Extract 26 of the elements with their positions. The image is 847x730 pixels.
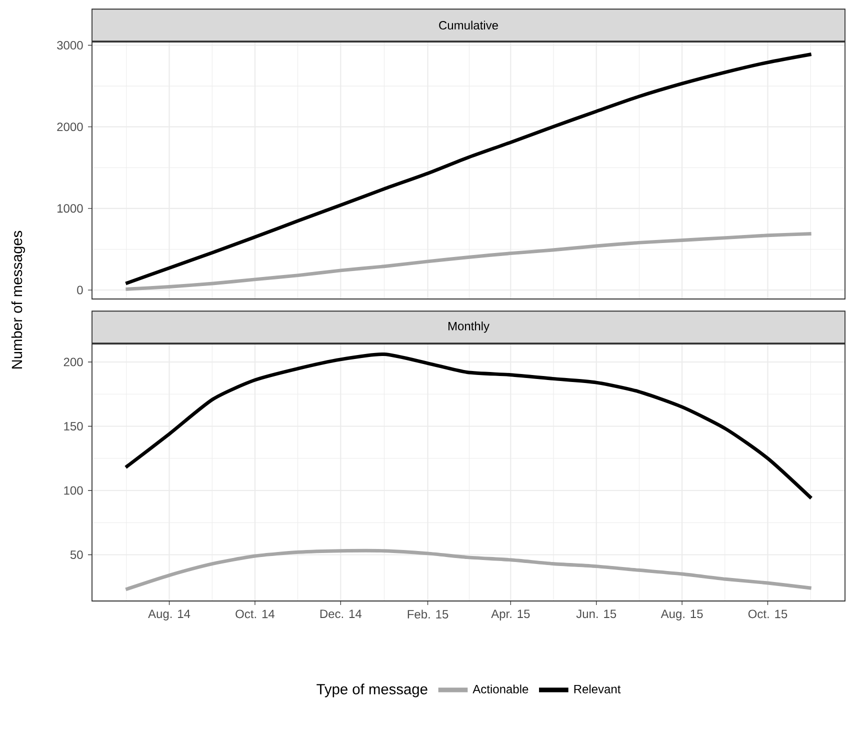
legend-title: Type of message bbox=[316, 684, 428, 698]
x-tick-label: Oct. 15 bbox=[748, 610, 788, 618]
line-series bbox=[124, 232, 814, 291]
y-tick-label: 200 bbox=[64, 358, 83, 366]
x-tick-label: Apr. 15 bbox=[491, 610, 530, 620]
x-tick-label: Oct. 14 bbox=[236, 610, 275, 618]
y-tick-label: 150 bbox=[64, 422, 83, 430]
y-tick-label: 100 bbox=[64, 486, 83, 495]
line-series bbox=[124, 352, 814, 500]
legend-label: Actionable bbox=[472, 684, 528, 694]
x-tick-label: Aug. 14 bbox=[148, 610, 190, 620]
chart-title: Monthly bbox=[448, 322, 490, 333]
legend-label: Relevant bbox=[574, 684, 621, 694]
line-series bbox=[124, 548, 814, 592]
x-tick-label: Feb. 15 bbox=[408, 610, 448, 619]
x-tick-label: Jun. 15 bbox=[576, 610, 616, 618]
y-tick-label: 0 bbox=[77, 286, 83, 294]
y-tick-label: 50 bbox=[70, 550, 83, 559]
x-tick-label: Aug. 15 bbox=[660, 610, 703, 620]
y-tick-label: 1000 bbox=[58, 204, 83, 213]
line-series bbox=[124, 52, 814, 286]
x-tick-label: Dec. 14 bbox=[320, 610, 362, 618]
y-tick-label: 3000 bbox=[57, 41, 83, 50]
y-axis-title: Number of messages bbox=[11, 230, 26, 369]
chart-title: Cumulative bbox=[439, 20, 498, 30]
y-tick-label: 2000 bbox=[57, 122, 83, 132]
